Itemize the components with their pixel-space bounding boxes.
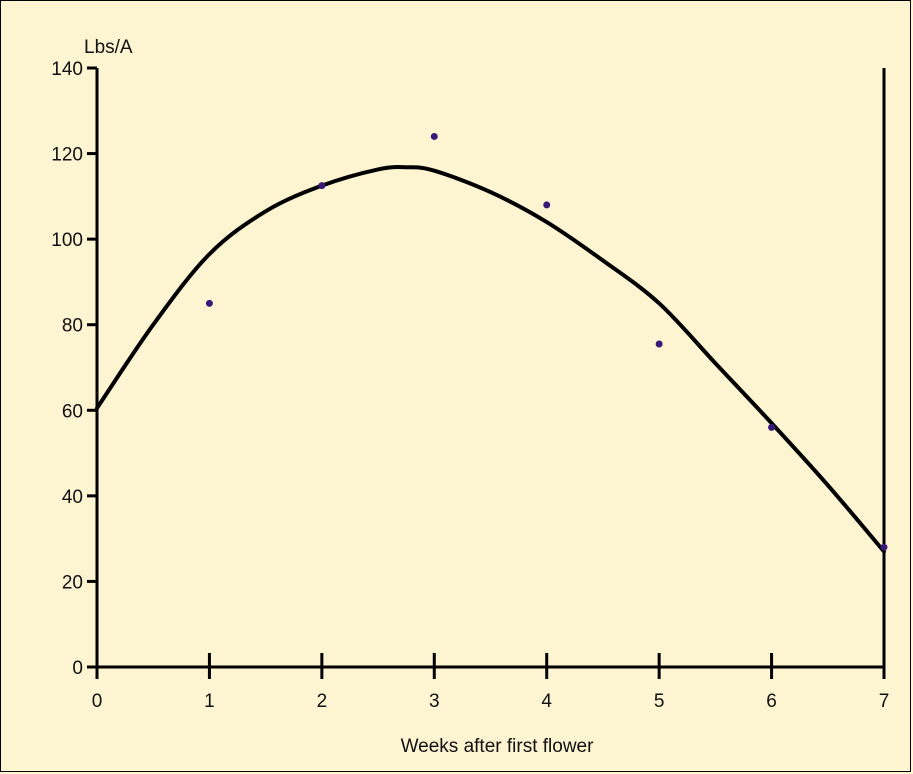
y-tick-label: 120 — [51, 145, 83, 166]
x-tick-label: 2 — [317, 691, 328, 712]
data-point — [318, 182, 325, 189]
y-tick-label: 140 — [51, 59, 83, 80]
x-tick-label: 7 — [879, 691, 890, 712]
data-point — [543, 201, 550, 208]
x-tick-label: 5 — [654, 691, 665, 712]
data-point — [881, 544, 888, 551]
y-tick-label: 0 — [72, 658, 83, 679]
y-tick-label: 40 — [62, 487, 83, 508]
data-point — [206, 300, 213, 307]
y-tick-label: 20 — [62, 572, 83, 593]
x-tick-label: 0 — [92, 691, 103, 712]
x-tick-label: 3 — [429, 691, 440, 712]
y-axis-title: Lbs/A — [84, 37, 133, 58]
x-tick-label: 1 — [204, 691, 215, 712]
fit-curve-line — [97, 167, 884, 551]
data-point — [431, 133, 438, 140]
y-tick-label: 100 — [51, 230, 83, 251]
data-point — [656, 340, 663, 347]
y-tick-label: 80 — [62, 316, 83, 337]
x-axis-title: Weeks after first flower — [401, 736, 595, 757]
y-tick-label: 60 — [62, 401, 83, 422]
x-tick-label: 6 — [766, 691, 777, 712]
data-point — [768, 424, 775, 431]
x-tick-label: 4 — [541, 691, 552, 712]
